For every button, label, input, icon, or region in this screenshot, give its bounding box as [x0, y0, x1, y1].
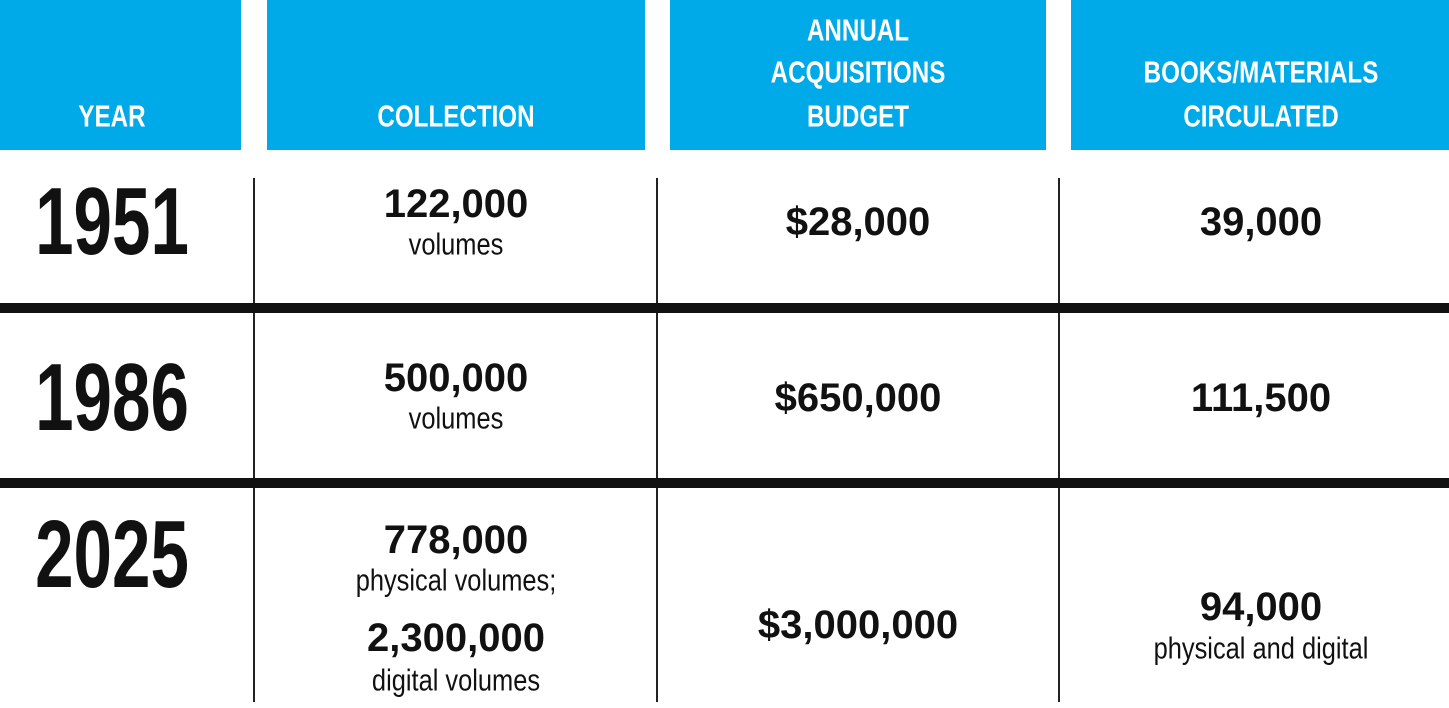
column-header: ANNUAL [806, 12, 910, 48]
column-header: YEAR [78, 98, 146, 134]
column-header: COLLECTION [377, 98, 535, 134]
collection-unit: physical volumes; [355, 562, 557, 598]
circulated-unit: physical and digital [1153, 630, 1369, 666]
collection-unit: digital volumes [371, 662, 541, 698]
year: 2025 [35, 501, 189, 608]
header-cell [1071, 0, 1449, 150]
collection-number: 778,000 [383, 518, 529, 562]
column-divider [253, 313, 255, 478]
budget: $28,000 [785, 200, 931, 244]
year: 1951 [35, 168, 189, 275]
header-cell [0, 0, 241, 150]
column-header: ACQUISITIONS [770, 54, 946, 90]
column-header: CIRCULATED [1183, 98, 1339, 134]
collection-number: 2,300,000 [367, 616, 545, 660]
circulated-number: 94,000 [1199, 585, 1323, 629]
column-divider [1058, 488, 1060, 702]
column-divider [253, 178, 255, 303]
budget: $3,000,000 [757, 603, 959, 647]
collection-number: 122,000 [383, 182, 529, 226]
column-divider [1058, 313, 1060, 478]
budget: $650,000 [774, 376, 942, 420]
row-divider [0, 303, 1449, 313]
column-divider [253, 488, 255, 702]
column-divider [1058, 178, 1060, 303]
row-divider [0, 478, 1449, 488]
circulated-number: 39,000 [1199, 200, 1323, 244]
collection-unit: volumes [408, 400, 504, 436]
year: 1986 [35, 344, 189, 451]
column-header: BOOKS/MATERIALS [1143, 54, 1379, 90]
column-divider [656, 313, 658, 478]
header-cell [670, 0, 1046, 150]
header-cell [267, 0, 645, 150]
column-header: BUDGET [806, 98, 910, 134]
column-divider [656, 488, 658, 702]
collection-number: 500,000 [383, 356, 529, 400]
column-divider [656, 178, 658, 303]
collection-unit: volumes [408, 226, 504, 262]
circulated-number: 111,500 [1190, 376, 1332, 420]
